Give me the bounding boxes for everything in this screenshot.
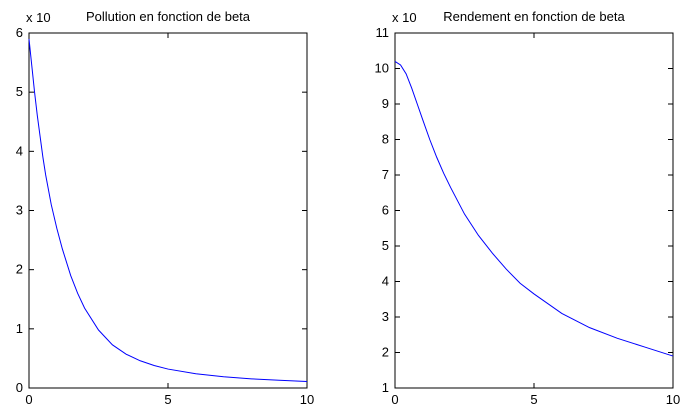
left-chart-title: Pollution en fonction de beta [86,9,251,24]
left-ytick-label: 4 [16,143,23,158]
left-xtick-label: 10 [300,392,314,407]
left-ytick-label: 0 [16,380,23,395]
left-ytick-label: 5 [16,84,23,99]
right-axis-multiplier: x 10 [392,10,417,25]
left-ytick-label: 1 [16,321,23,336]
left-series-line-0 [28,38,308,382]
right-ytick-label: 4 [382,274,389,289]
right-xtick-label: 5 [530,392,537,407]
right-series-line-0 [394,60,674,357]
right-ytick-label: 6 [382,203,389,218]
left-ytick-label: 3 [16,203,23,218]
left-xtick-label: 0 [25,392,32,407]
right-ytick-label: 7 [382,167,389,182]
right-ytick-label: 9 [382,96,389,111]
right-ytick-label: 5 [382,238,389,253]
right-ytick-label: 2 [382,345,389,360]
left-axis-multiplier: x 10 [26,10,51,25]
right-ytick-label: 3 [382,309,389,324]
left-ytick-label: 2 [16,262,23,277]
right-xtick-label: 10 [666,392,680,407]
right-ytick-label: 8 [382,132,389,147]
right-ytick-label: 10 [375,61,389,76]
left-ytick-label: 6 [16,25,23,40]
right-xtick-label: 0 [391,392,398,407]
left-xtick-label: 5 [164,392,171,407]
left-plot-box [28,32,308,389]
right-ytick-label: 1 [382,380,389,395]
right-plot-box [394,32,674,389]
right-chart-title: Rendement en fonction de beta [443,9,625,24]
right-ytick-label: 11 [376,25,390,40]
